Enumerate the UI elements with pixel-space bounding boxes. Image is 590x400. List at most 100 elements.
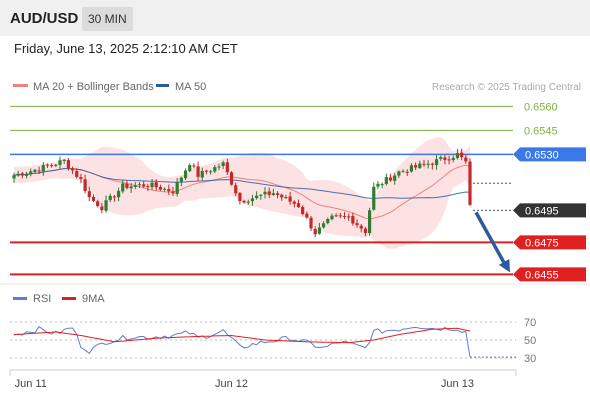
candle-body — [29, 171, 33, 175]
timeframe-badge[interactable]: 30 MIN — [82, 7, 133, 31]
candle — [12, 172, 16, 183]
ma50-legend-label: MA 50 — [175, 81, 206, 93]
candle-body — [188, 165, 192, 172]
candle — [70, 166, 75, 175]
rsi-tick-label: 50 — [524, 335, 536, 347]
candle-body — [129, 186, 133, 189]
candle — [129, 182, 133, 193]
candle-body — [338, 215, 342, 217]
candle-body — [125, 183, 129, 189]
candle-body — [468, 161, 472, 205]
timestamp: Friday, June 13, 2025 2:12:10 AM CET — [14, 41, 238, 56]
support-resistance-layer — [10, 105, 513, 276]
candle-body — [204, 170, 209, 172]
candle — [87, 186, 91, 202]
candle — [213, 165, 217, 174]
candle — [50, 163, 54, 168]
candle-body — [229, 172, 234, 185]
candle — [83, 174, 87, 194]
candle-body — [234, 185, 238, 194]
candle — [443, 155, 447, 165]
candle-body — [384, 177, 388, 184]
candle — [121, 179, 125, 194]
candle — [409, 163, 414, 173]
candle-body — [137, 184, 142, 186]
candle-body — [305, 213, 309, 218]
ma50-line — [13, 168, 471, 199]
candle — [112, 194, 117, 202]
rsi-line — [13, 325, 471, 358]
candle-body — [142, 184, 146, 187]
level-label: 0.6530 — [513, 147, 586, 162]
candle-body — [163, 188, 167, 190]
level-value: 0.6560 — [524, 101, 558, 113]
candle-body — [464, 157, 468, 162]
candle-body — [451, 157, 455, 160]
candle-body — [418, 163, 422, 169]
candle-body — [284, 197, 288, 199]
candle — [372, 182, 376, 211]
level-label: 0.6495 — [513, 203, 586, 218]
candle-body — [45, 164, 50, 166]
candle — [108, 193, 112, 203]
candle — [460, 148, 464, 161]
rsi-panel: RSI 9MA 70 50 30 — [10, 293, 536, 365]
candle-body — [460, 152, 464, 158]
credit-text: Research © 2025 Trading Central — [432, 82, 581, 93]
candles-layer — [12, 148, 472, 238]
level-tag — [513, 147, 586, 162]
ma50-legend-swatch — [156, 84, 169, 87]
candle-body — [388, 177, 393, 181]
candle-body — [401, 171, 405, 173]
candle — [250, 194, 255, 206]
candle — [79, 173, 83, 184]
candle — [41, 162, 45, 176]
candle-body — [414, 165, 418, 168]
candle — [246, 199, 250, 205]
candle — [351, 212, 355, 226]
candle — [384, 173, 388, 186]
candle-body — [447, 159, 451, 161]
level-label: 0.6475 — [513, 235, 586, 250]
candle — [100, 202, 104, 214]
candle-body — [422, 163, 426, 165]
candle — [275, 191, 280, 199]
candle-body — [347, 216, 351, 218]
candle — [91, 194, 96, 203]
candle-body — [192, 165, 196, 167]
candle — [434, 155, 439, 170]
level-value: 0.6495 — [525, 205, 559, 217]
instrument-title: AUD/USD — [10, 10, 79, 27]
candle — [29, 168, 33, 177]
candle — [430, 162, 434, 170]
candle — [209, 169, 213, 175]
candle-body — [104, 200, 108, 211]
candle — [163, 187, 167, 192]
candle-body — [83, 179, 87, 191]
candle-body — [54, 164, 58, 166]
candle-body — [238, 192, 242, 202]
candle-body — [171, 191, 175, 194]
candle-body — [100, 206, 104, 211]
candle — [238, 192, 242, 205]
candle — [380, 182, 384, 189]
candle — [359, 223, 363, 233]
candle-body — [351, 215, 355, 224]
candle-body — [112, 196, 117, 198]
candle-body — [221, 162, 225, 166]
candle-body — [154, 182, 158, 188]
candle-body — [409, 165, 414, 172]
candle — [439, 155, 443, 161]
candle — [45, 163, 50, 168]
candle-body — [12, 175, 16, 179]
candle — [137, 182, 142, 188]
candle — [150, 178, 154, 191]
rsi-legend-swatch — [13, 297, 27, 300]
candle-body — [301, 206, 305, 215]
candle-body — [439, 157, 443, 159]
candle — [133, 182, 137, 190]
candle — [24, 171, 29, 179]
ma9-legend-swatch — [62, 297, 76, 300]
candle — [326, 217, 330, 225]
candle — [422, 159, 426, 167]
